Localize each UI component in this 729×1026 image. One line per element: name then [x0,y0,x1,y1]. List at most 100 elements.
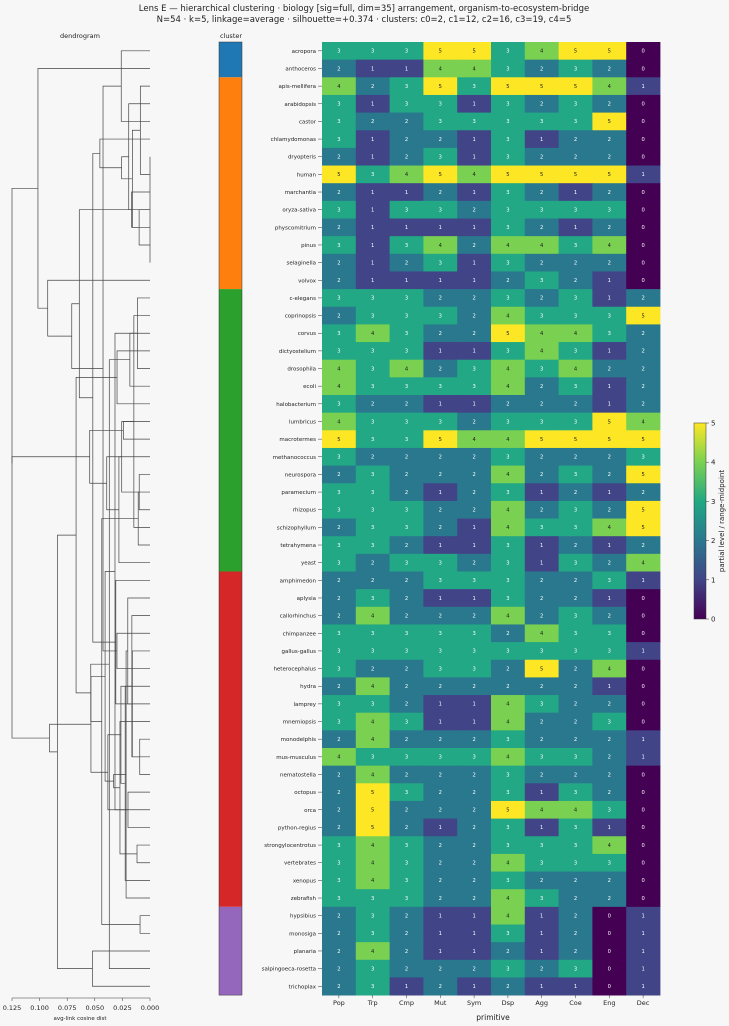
heatmap-cell [423,165,458,184]
cell-value: 3 [337,349,340,355]
cell-value: 4 [337,84,341,90]
cell-value: 3 [439,313,442,319]
cell-value: 1 [472,719,475,725]
cell-value: 3 [540,366,543,372]
cell-value: 2 [405,949,408,955]
heatmap-cell [322,430,357,449]
cell-value: 2 [574,896,577,902]
heatmap-cell [457,589,492,608]
heatmap-cell [491,906,526,925]
heatmap-cell [322,271,357,290]
heatmap-cell [626,130,661,149]
cell-value: 1 [439,949,442,955]
cell-value: 2 [472,472,475,478]
cell-value: 2 [574,913,577,919]
heatmap-cell [423,783,458,802]
heatmap-cell [558,112,593,131]
heatmap-cell [423,412,458,431]
heatmap-cell [355,377,390,396]
dendrogram-link [104,571,115,782]
cell-value: 4 [574,808,578,814]
heatmap-cell [322,942,357,961]
cell-value: 2 [405,543,408,549]
heatmap-cell [423,218,458,237]
heatmap-cell [457,59,492,78]
heatmap-cell [558,342,593,361]
cell-value: 3 [337,331,340,337]
heatmap-cell [355,430,390,449]
cell-value: 3 [506,49,509,55]
heatmap-cell [423,642,458,661]
row-label: strongylocentrotus [264,843,316,849]
cell-value: 5 [641,313,644,319]
cell-value: 4 [405,172,409,178]
cell-value: 3 [506,596,509,602]
row-label: methanococcus [273,455,317,461]
cell-value: 2 [371,84,374,90]
dendrogram-link [129,332,150,387]
dendrogram-tick-label: 0.125 [3,1004,22,1012]
heatmap-cell [457,218,492,237]
cell-value: 3 [540,843,543,849]
cell-value: 2 [439,137,442,143]
cell-value: 1 [439,490,442,496]
cell-value: 3 [371,596,374,602]
cell-value: 3 [608,207,611,213]
heatmap-cell [524,624,559,643]
cell-value: 1 [439,702,442,708]
cell-value: 3 [540,702,543,708]
cell-value: 0 [641,843,644,849]
heatmap-cell [491,306,526,325]
heatmap-cell [491,871,526,890]
cell-value: 2 [439,331,442,337]
heatmap-cell [592,589,627,608]
heatmap-cell [355,571,390,590]
cell-value: 3 [337,137,340,143]
dendrogram-link [37,68,150,309]
heatmap-cell [423,200,458,219]
heatmap-cell [322,112,357,131]
cell-value: 3 [540,207,543,213]
cell-value: 4 [439,243,443,249]
cell-value: 3 [574,243,577,249]
cell-value: 3 [371,525,374,531]
heatmap-cell [457,977,492,996]
cell-value: 5 [540,84,543,90]
heatmap-cell [592,165,627,184]
heatmap-cell [524,536,559,555]
cell-value: 5 [608,172,611,178]
cell-value: 2 [574,719,577,725]
cell-value: 3 [574,472,577,478]
cell-value: 3 [506,790,509,796]
colorbar-tick-label: 2 [711,537,715,545]
heatmap-cell [457,906,492,925]
cell-value: 5 [608,49,611,55]
cell-value: 4 [337,755,341,761]
heatmap-cell [491,536,526,555]
heatmap-cell [491,42,526,61]
heatmap-cell [592,342,627,361]
cell-value: 4 [506,755,510,761]
cell-value: 2 [574,702,577,708]
cell-value: 3 [574,508,577,514]
heatmap-cell [423,871,458,890]
cell-value: 3 [506,207,509,213]
cell-value: 2 [506,684,509,690]
heatmap-cell [322,147,357,166]
cell-value: 2 [439,896,442,902]
heatmap-cell [457,924,492,943]
column-label: Sym [467,999,481,1007]
cell-value: 3 [405,331,408,337]
heatmap-cell [355,853,390,872]
heatmap-cell [423,712,458,731]
heatmap-cell [592,977,627,996]
heatmap-cell [389,889,424,908]
heatmap-cell [558,359,593,378]
heatmap-cell [626,659,661,678]
cell-value: 2 [371,666,374,672]
row-label: volvox [298,278,317,284]
heatmap-cell [524,183,559,202]
heatmap-cell [457,695,492,714]
heatmap-cell [491,959,526,978]
cell-value: 2 [439,737,442,743]
